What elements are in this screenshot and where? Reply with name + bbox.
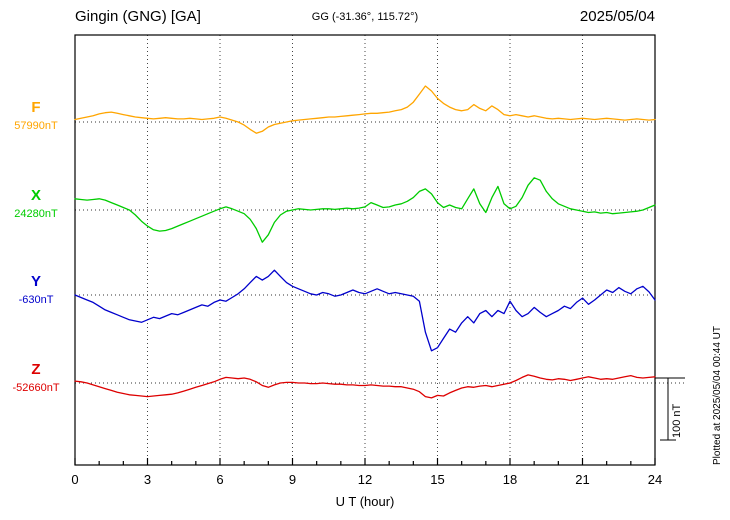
trace-baseline-Y: -630nT [18, 293, 54, 306]
x-tick-label: 6 [216, 472, 224, 487]
x-tick-label: 3 [143, 472, 152, 487]
trace-baseline-Z: -52660nT [12, 381, 60, 394]
x-tick-label: 9 [288, 472, 297, 487]
trace-label-F: F 57990nT [0, 99, 72, 132]
trace-letter-Y: Y [30, 273, 41, 290]
geographic-coords: GG (-31.36°, 115.72°) [311, 11, 419, 23]
trace-baseline-X: 24280nT [14, 207, 58, 220]
x-tick-label: 18 [502, 472, 518, 487]
trace-letter-X: X [30, 187, 41, 204]
scale-bar-label: 100 nT [671, 403, 683, 438]
x-tick-label: 0 [71, 472, 79, 487]
x-tick-label: 21 [575, 472, 590, 487]
x-tick-label: 24 [647, 472, 663, 487]
plot-date: 2025/05/04 [579, 8, 655, 25]
trace-label-Z: Z -52660nT [0, 361, 72, 394]
trace-baseline-F: 57990nT [14, 119, 58, 132]
plotted-at-note: Plotted at 2025/05/04 00:44 UT [712, 326, 723, 465]
trace-label-Y: Y -630nT [0, 273, 72, 306]
x-tick-label: 12 [357, 472, 373, 487]
station-title: Gingin (GNG) [GA] [75, 8, 201, 25]
trace-label-X: X 24280nT [0, 187, 72, 220]
trace-letter-Z: Z [31, 361, 41, 378]
x-tick-label: 15 [430, 472, 445, 487]
x-axis-label: U T (hour) [335, 494, 395, 509]
trace-letter-F: F [31, 99, 41, 116]
